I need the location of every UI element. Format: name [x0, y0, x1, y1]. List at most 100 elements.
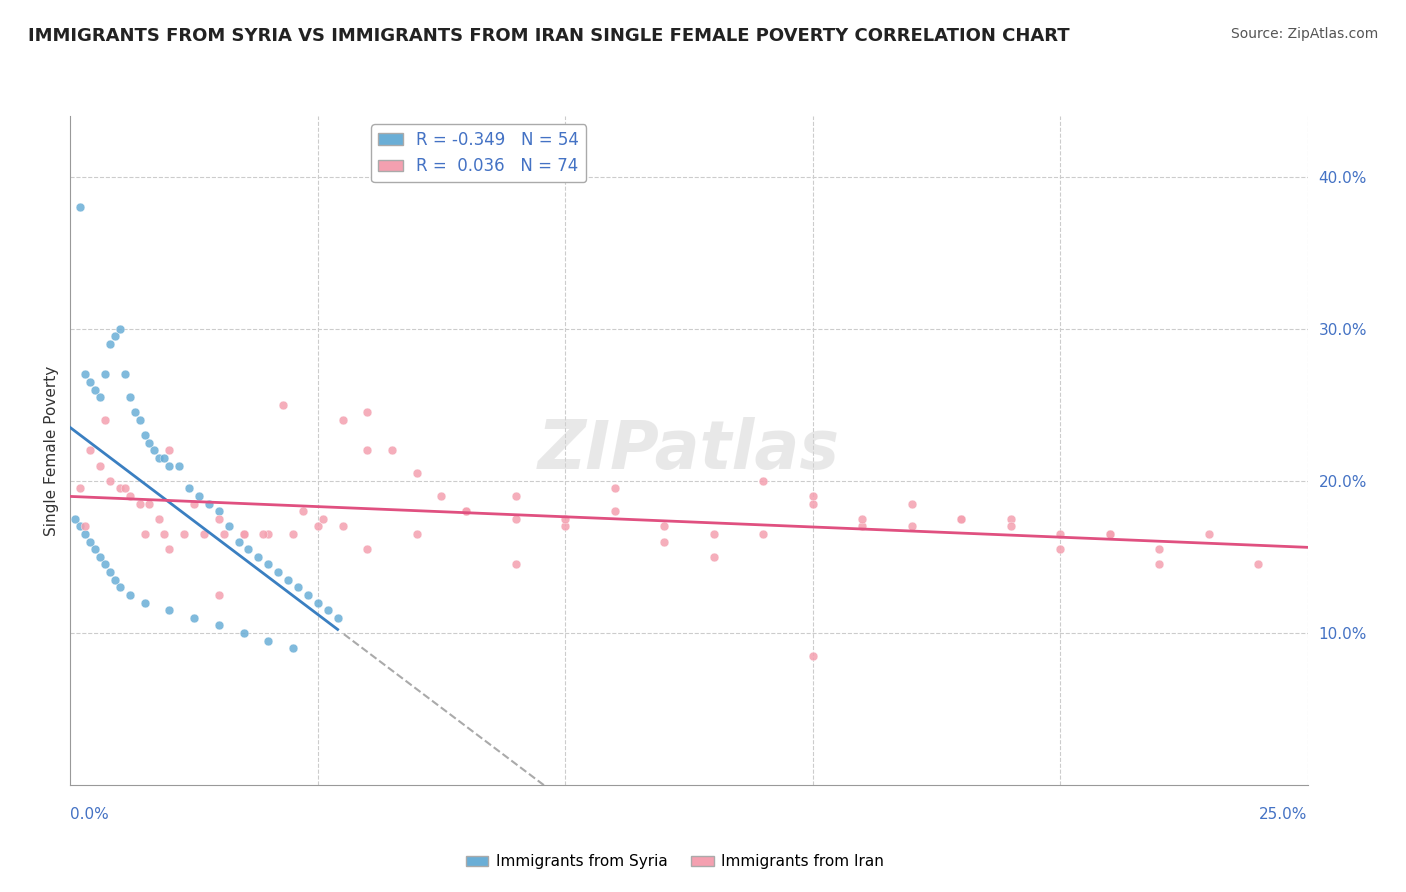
Point	[148, 451, 170, 466]
Point	[108, 580, 131, 594]
Point	[94, 368, 117, 382]
Point	[326, 611, 349, 625]
Point	[307, 519, 329, 533]
Point	[173, 527, 195, 541]
Point	[118, 588, 141, 602]
Point	[505, 558, 527, 572]
Point	[603, 482, 626, 496]
Point	[79, 443, 101, 458]
Point	[114, 368, 136, 382]
Point	[128, 497, 150, 511]
Point	[208, 512, 231, 526]
Point	[316, 603, 339, 617]
Point	[356, 443, 378, 458]
Point	[801, 497, 824, 511]
Point	[75, 368, 97, 382]
Point	[232, 527, 254, 541]
Point	[430, 489, 453, 503]
Point	[1049, 542, 1071, 557]
Point	[118, 489, 141, 503]
Text: IMMIGRANTS FROM SYRIA VS IMMIGRANTS FROM IRAN SINGLE FEMALE POVERTY CORRELATION : IMMIGRANTS FROM SYRIA VS IMMIGRANTS FROM…	[28, 27, 1070, 45]
Point	[312, 512, 335, 526]
Point	[75, 519, 97, 533]
Point	[851, 512, 873, 526]
Point	[505, 489, 527, 503]
Point	[94, 558, 117, 572]
Point	[79, 534, 101, 549]
Text: 0.0%: 0.0%	[70, 807, 110, 822]
Point	[238, 542, 260, 557]
Point	[1198, 527, 1220, 541]
Point	[257, 633, 280, 648]
Point	[900, 519, 922, 533]
Point	[652, 519, 675, 533]
Point	[138, 497, 160, 511]
Point	[69, 200, 91, 214]
Point	[177, 482, 200, 496]
Point	[138, 435, 160, 450]
Point	[108, 322, 131, 336]
Point	[157, 603, 180, 617]
Text: 25.0%: 25.0%	[1260, 807, 1308, 822]
Point	[252, 527, 274, 541]
Point	[98, 565, 121, 579]
Point	[271, 398, 294, 412]
Point	[257, 558, 280, 572]
Point	[89, 549, 111, 564]
Point	[1147, 558, 1170, 572]
Point	[153, 527, 176, 541]
Point	[277, 573, 299, 587]
Point	[801, 489, 824, 503]
Point	[281, 527, 304, 541]
Point	[94, 413, 117, 427]
Point	[950, 512, 973, 526]
Point	[148, 512, 170, 526]
Point	[188, 489, 211, 503]
Point	[505, 512, 527, 526]
Point	[307, 595, 329, 609]
Legend: R = -0.349   N = 54, R =  0.036   N = 74: R = -0.349 N = 54, R = 0.036 N = 74	[371, 124, 586, 182]
Point	[108, 482, 131, 496]
Point	[900, 497, 922, 511]
Point	[75, 527, 97, 541]
Point	[247, 549, 270, 564]
Point	[456, 504, 478, 518]
Point	[218, 519, 240, 533]
Point	[69, 482, 91, 496]
Point	[456, 504, 478, 518]
Point	[124, 405, 146, 419]
Point	[232, 626, 254, 640]
Point	[851, 519, 873, 533]
Point	[281, 641, 304, 656]
Point	[143, 443, 166, 458]
Point	[1098, 527, 1121, 541]
Point	[703, 549, 725, 564]
Point	[1147, 542, 1170, 557]
Point	[257, 527, 280, 541]
Point	[1247, 558, 1270, 572]
Text: Source: ZipAtlas.com: Source: ZipAtlas.com	[1230, 27, 1378, 41]
Point	[167, 458, 190, 473]
Point	[208, 588, 231, 602]
Point	[98, 337, 121, 351]
Point	[356, 542, 378, 557]
Point	[554, 512, 576, 526]
Point	[332, 413, 354, 427]
Point	[703, 527, 725, 541]
Point	[84, 383, 107, 397]
Point	[801, 648, 824, 663]
Point	[193, 527, 215, 541]
Point	[381, 443, 404, 458]
Point	[134, 428, 156, 442]
Point	[950, 512, 973, 526]
Point	[652, 534, 675, 549]
Text: ZIPatlas: ZIPatlas	[538, 417, 839, 483]
Point	[1098, 527, 1121, 541]
Point	[183, 611, 205, 625]
Point	[208, 504, 231, 518]
Point	[118, 390, 141, 404]
Point	[287, 580, 309, 594]
Point	[65, 512, 87, 526]
Point	[297, 588, 319, 602]
Point	[332, 519, 354, 533]
